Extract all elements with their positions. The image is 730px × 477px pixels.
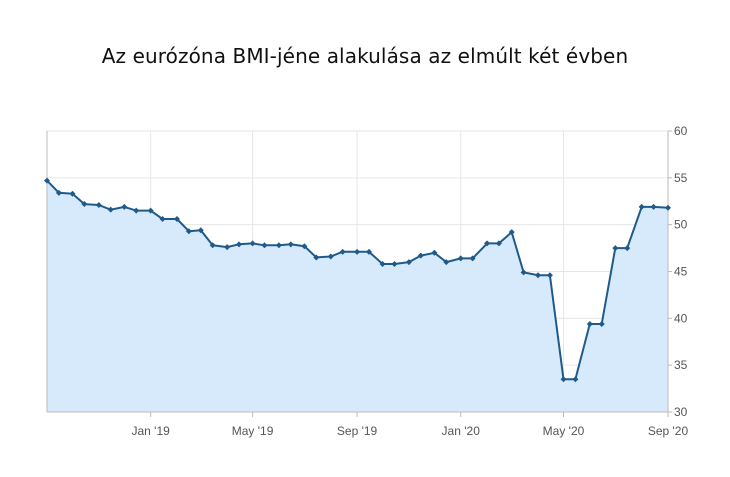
x-tick-label: May '20 [543, 424, 585, 438]
data-point [624, 245, 631, 252]
data-point [508, 229, 515, 236]
data-point [81, 201, 88, 208]
data-point [586, 320, 593, 327]
y-tick-label: 35 [674, 358, 688, 372]
data-point [121, 203, 128, 210]
data-point [339, 248, 346, 255]
data-point [457, 255, 464, 262]
data-point [495, 240, 502, 247]
data-point [379, 261, 386, 268]
data-point [235, 241, 242, 248]
data-point [484, 240, 491, 247]
data-point [612, 245, 619, 252]
data-point [159, 216, 166, 223]
data-point [185, 228, 192, 235]
data-point [209, 242, 216, 249]
data-point [249, 240, 256, 247]
x-tick-label: Jan '20 [442, 424, 481, 438]
data-point [417, 252, 424, 259]
data-point [287, 241, 294, 248]
data-point [224, 244, 231, 251]
data-point [107, 206, 114, 213]
x-tick-label: Jan '19 [131, 424, 170, 438]
data-point [95, 201, 102, 208]
data-point [275, 242, 282, 249]
y-tick-label: 30 [674, 405, 688, 419]
data-point [365, 248, 372, 255]
data-point [69, 190, 76, 197]
data-point [546, 272, 553, 279]
data-point [313, 254, 320, 261]
data-point [535, 272, 542, 279]
data-point [638, 203, 645, 210]
data-point [431, 249, 438, 256]
data-point [405, 259, 412, 266]
data-point [572, 376, 579, 383]
data-point [197, 227, 204, 234]
data-point [520, 269, 527, 276]
data-point [301, 243, 308, 250]
data-point [261, 242, 268, 249]
y-tick-label: 55 [674, 171, 688, 185]
x-tick-label: May '19 [232, 424, 274, 438]
y-tick-label: 45 [674, 265, 688, 279]
data-point [598, 320, 605, 327]
data-point [665, 204, 671, 211]
data-point [44, 177, 50, 184]
chart-title: Az eurózóna BMI-jéne alakulása az elmúlt… [101, 44, 629, 68]
data-point [133, 207, 140, 214]
data-point [354, 248, 361, 255]
data-point [469, 255, 476, 262]
y-tick-label: 60 [674, 124, 688, 138]
data-point [560, 376, 567, 383]
data-point [55, 189, 62, 196]
data-point [650, 203, 657, 210]
data-point [147, 207, 154, 214]
data-point [391, 261, 398, 268]
data-point [327, 253, 334, 260]
x-tick-label: Sep '20 [648, 424, 689, 438]
y-tick-label: 40 [674, 311, 688, 325]
x-tick-label: Sep '19 [337, 424, 378, 438]
data-point [443, 259, 450, 266]
data-point [173, 216, 180, 223]
y-tick-label: 50 [674, 218, 688, 232]
